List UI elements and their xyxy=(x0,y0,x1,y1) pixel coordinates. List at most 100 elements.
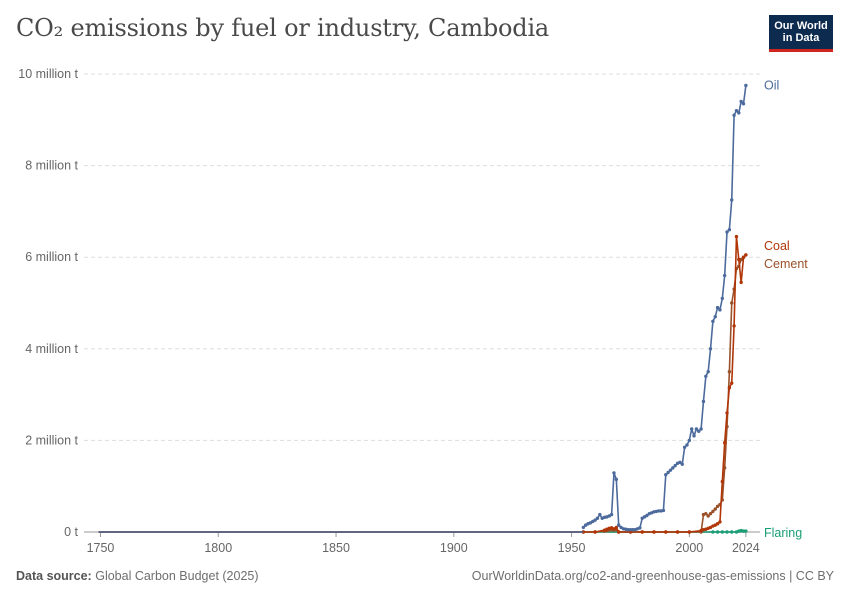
oil-data-point xyxy=(739,99,743,104)
oil-data-point xyxy=(713,315,717,319)
oil-data-point xyxy=(626,528,630,532)
y-gridlines xyxy=(84,73,760,441)
coal-data-point xyxy=(652,530,656,534)
oil-data-point xyxy=(595,516,600,520)
y-tick-label: 4 million t xyxy=(25,342,78,356)
cement-series-label: Cement xyxy=(764,257,808,271)
y-tick-label: 0 t xyxy=(64,525,78,539)
cement-data-point xyxy=(708,511,713,516)
cement-data-point xyxy=(711,509,715,514)
oil-data-point xyxy=(744,83,748,88)
logo-line-2: in Data xyxy=(782,32,820,44)
cement-data-point xyxy=(727,370,732,374)
oil-data-point xyxy=(730,198,734,202)
x-tick-label: 1850 xyxy=(322,541,350,555)
oil-data-point xyxy=(689,427,694,431)
oil-data-point xyxy=(704,374,708,378)
coal-data-point xyxy=(614,525,619,530)
coal-data-point xyxy=(739,280,743,285)
oil-data-point xyxy=(732,113,736,117)
owid-logo[interactable]: Our World in Data xyxy=(769,15,833,52)
cement-data-point xyxy=(715,504,720,509)
chart-title: CO₂ emissions by fuel or industry, Cambo… xyxy=(16,14,550,42)
cement-data-point xyxy=(713,507,717,511)
coal-data-point xyxy=(720,479,725,484)
oil-data-point xyxy=(737,111,741,115)
oil-data-point xyxy=(720,296,725,301)
coal-data-point xyxy=(737,257,741,262)
oil-data-point xyxy=(616,523,621,527)
coal-data-point xyxy=(730,381,734,385)
oil-data-point xyxy=(581,525,586,530)
flaring-data-point xyxy=(730,530,734,534)
oil-series-label: Oil xyxy=(764,78,779,92)
series-lines xyxy=(98,83,748,534)
oil-data-point xyxy=(687,438,692,443)
cement-data-point xyxy=(704,511,708,516)
oil-data-point xyxy=(699,427,703,431)
coal-data-point xyxy=(675,530,680,534)
cement-data-point xyxy=(739,257,743,262)
oil-data-point xyxy=(694,427,699,431)
oil-data-point xyxy=(661,508,666,513)
oil-data-point xyxy=(657,509,661,513)
oil-data-point xyxy=(741,102,746,106)
oil-data-point xyxy=(718,308,722,312)
flaring-data-point xyxy=(741,529,746,533)
coal-data-point xyxy=(616,530,621,534)
flaring-data-point xyxy=(725,530,729,534)
coal-data-point xyxy=(727,386,732,390)
oil-data-point xyxy=(680,462,684,466)
oil-data-point xyxy=(593,518,597,522)
oil-data-point xyxy=(645,513,649,518)
series-labels: Oil Coal Cement Flaring xyxy=(764,78,808,540)
oil-data-point xyxy=(692,434,696,438)
oil-data-point xyxy=(598,512,602,517)
oil-series-line xyxy=(582,85,747,531)
oil-data-point xyxy=(734,108,739,113)
coal-data-point xyxy=(722,440,727,445)
oil-data-point xyxy=(697,429,701,433)
oil-data-point xyxy=(678,460,682,465)
oil-data-point xyxy=(708,347,713,351)
oil-data-point xyxy=(682,445,687,449)
x-tick-label: 1900 xyxy=(440,541,468,555)
flaring-data-point xyxy=(720,530,725,534)
cement-data-point xyxy=(706,514,710,518)
oil-data-point xyxy=(628,528,633,532)
flaring-data-point xyxy=(715,530,720,534)
y-tick-label: 10 million t xyxy=(18,67,78,81)
oil-data-point xyxy=(727,228,732,232)
flaring-data-point xyxy=(711,530,715,534)
x-tick-label: 1750 xyxy=(87,541,115,555)
oil-data-point xyxy=(673,463,677,468)
cement-data-point xyxy=(730,301,734,305)
oil-data-point xyxy=(722,273,727,278)
data-source-label: Data source: xyxy=(16,569,92,583)
y-tick-label: 2 million t xyxy=(25,433,78,447)
flaring-data-point xyxy=(744,529,748,533)
coal-series-label: Coal xyxy=(764,239,790,253)
x-tick-label: 1800 xyxy=(204,541,232,555)
data-source-text: Global Carbon Budget (2025) xyxy=(95,569,259,583)
oil-data-point xyxy=(614,477,619,482)
oil-data-point xyxy=(631,528,635,532)
oil-data-point xyxy=(671,466,675,470)
coal-data-point xyxy=(715,522,720,526)
data-source: Data source: Global Carbon Budget (2025) xyxy=(16,569,259,583)
coal-data-point xyxy=(734,234,739,239)
coal-data-point xyxy=(687,530,692,534)
logo-line-1: Our World xyxy=(774,20,828,32)
coal-data-point xyxy=(718,520,722,524)
oil-data-point xyxy=(666,470,670,475)
oil-data-point xyxy=(715,305,720,310)
coal-data-point xyxy=(732,324,736,328)
y-axis-ticks: 0 t 2 million t 4 million t 6 million t 8 mi… xyxy=(18,67,78,539)
x-axis: 1750 1800 1850 1900 1950 2000 2024 xyxy=(84,531,760,555)
oil-data-point xyxy=(711,319,715,324)
x-tick-label: 2024 xyxy=(732,541,760,555)
source-link[interactable]: OurWorldinData.org/co2-and-greenhouse-ga… xyxy=(471,569,834,583)
coal-data-point xyxy=(593,530,597,534)
flaring-series-label: Flaring xyxy=(764,526,802,540)
y-tick-label: 8 million t xyxy=(25,159,78,173)
